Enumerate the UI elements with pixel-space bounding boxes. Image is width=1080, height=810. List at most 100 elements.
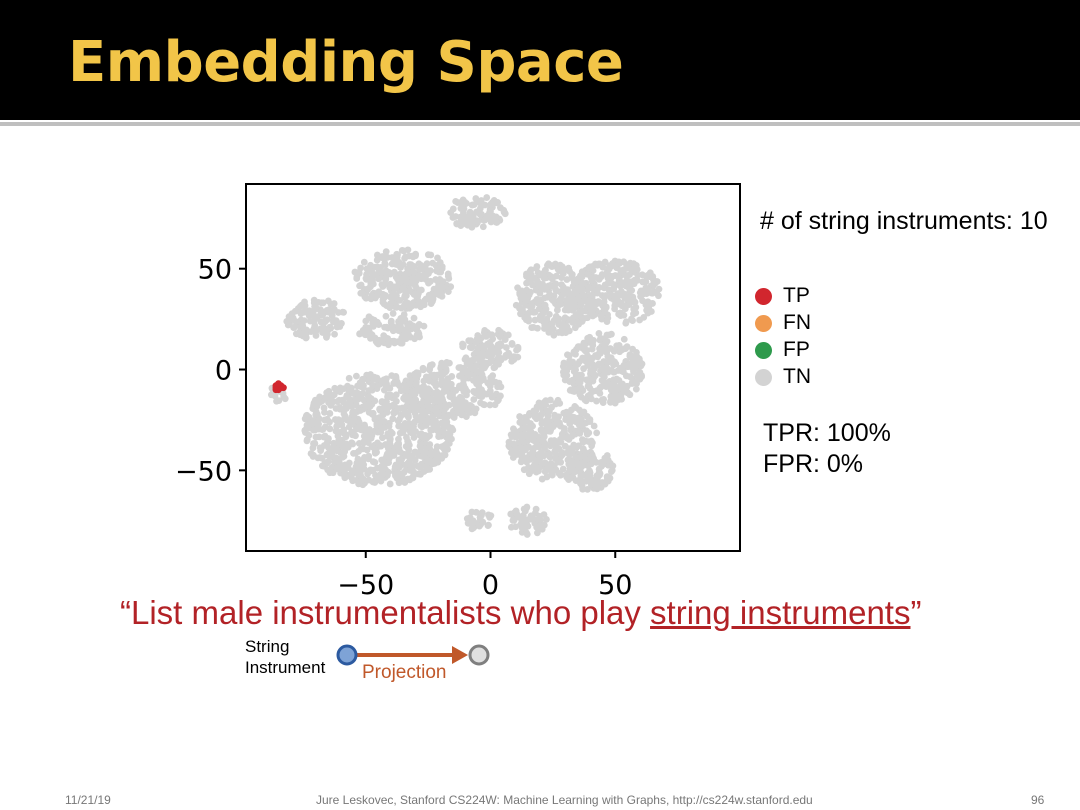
tn-point	[438, 371, 446, 379]
tn-point	[589, 312, 597, 320]
tn-point	[581, 293, 588, 301]
tn-point	[373, 256, 381, 264]
tn-point	[496, 333, 504, 341]
tn-point	[572, 312, 580, 319]
tn-point	[602, 304, 610, 311]
tn-point	[541, 320, 549, 328]
tn-point	[590, 422, 598, 430]
tn-point	[359, 445, 367, 453]
tn-point	[342, 473, 349, 481]
tn-point	[577, 301, 585, 309]
tn-point	[608, 273, 615, 281]
tn-point	[582, 449, 590, 457]
tn-point	[571, 324, 579, 332]
tn-point	[567, 406, 575, 414]
x-tick-label: −50	[337, 570, 394, 601]
tn-point	[633, 349, 640, 356]
tn-point	[508, 357, 516, 365]
tn-point	[332, 454, 339, 461]
tn-point	[594, 474, 601, 482]
tn-point	[472, 362, 480, 370]
tn-point	[450, 414, 458, 421]
tn-point	[412, 277, 420, 285]
tn-point	[275, 397, 283, 405]
tn-point	[584, 271, 592, 278]
tn-point	[344, 443, 352, 451]
tn-point	[426, 441, 434, 448]
tn-point	[630, 305, 638, 313]
tn-point	[301, 308, 309, 316]
tn-point	[489, 372, 497, 380]
query-text: “List male instrumentalists who play str…	[120, 594, 921, 632]
tn-point	[549, 422, 557, 430]
axis-ticks: −50 0 50 50 0 −50	[175, 255, 632, 601]
tn-point	[497, 392, 504, 400]
tn-point	[537, 427, 545, 435]
tn-point	[458, 198, 465, 206]
tn-point	[545, 328, 553, 336]
tn-point	[355, 463, 362, 471]
tn-point	[414, 322, 422, 330]
tn-point	[458, 411, 466, 419]
tn-point	[397, 315, 405, 322]
tn-point	[374, 337, 382, 344]
tn-point	[519, 425, 527, 432]
tn-point	[616, 364, 624, 372]
tn-point	[488, 392, 495, 400]
tn-point	[331, 384, 339, 392]
tn-point	[555, 329, 562, 336]
tn-point	[580, 339, 588, 347]
projection-arrowhead	[452, 646, 468, 664]
tp-point	[272, 386, 280, 394]
tn-point	[417, 422, 425, 430]
tn-point	[604, 456, 612, 464]
tn-point	[501, 210, 509, 218]
tn-point	[492, 378, 499, 386]
tn-point	[557, 438, 565, 446]
tn-point	[330, 439, 338, 447]
tp-points-layer	[272, 380, 287, 394]
tn-point	[542, 305, 550, 313]
tn-point	[533, 457, 540, 465]
tn-point	[393, 397, 400, 405]
tn-point	[543, 473, 551, 481]
tn-point	[517, 444, 524, 452]
tn-point	[341, 461, 349, 469]
tn-point	[320, 433, 328, 441]
tn-point	[601, 281, 609, 289]
tn-point	[517, 418, 525, 426]
tn-point	[575, 384, 583, 392]
tn-point	[374, 439, 381, 447]
tn-point	[559, 465, 567, 473]
tn-point	[523, 529, 530, 537]
tn-point	[486, 382, 494, 390]
tn-point	[529, 281, 536, 289]
tn-point	[506, 439, 514, 447]
tn-point	[382, 459, 390, 467]
tn-point	[436, 275, 444, 283]
tn-point	[360, 438, 368, 446]
tn-point	[517, 309, 525, 317]
tn-point	[398, 246, 406, 254]
tn-point	[620, 266, 627, 274]
tn-point	[342, 433, 350, 441]
tn-point	[288, 310, 296, 318]
tn-point	[384, 391, 392, 399]
tn-point	[407, 475, 415, 483]
tn-point	[472, 508, 480, 516]
tn-point	[440, 423, 448, 431]
tn-point	[628, 364, 636, 372]
tn-point	[354, 470, 362, 478]
y-tick-label: −50	[175, 456, 232, 487]
tn-point	[572, 350, 579, 358]
tn-point	[387, 428, 395, 436]
tn-point	[611, 358, 619, 366]
tn-point	[581, 396, 589, 404]
tn-point	[321, 416, 329, 424]
tn-point	[619, 290, 626, 298]
tn-point	[317, 447, 325, 455]
tn-point	[486, 331, 494, 339]
tn-point	[368, 292, 376, 300]
tn-point	[409, 323, 417, 330]
tn-point	[338, 440, 346, 448]
